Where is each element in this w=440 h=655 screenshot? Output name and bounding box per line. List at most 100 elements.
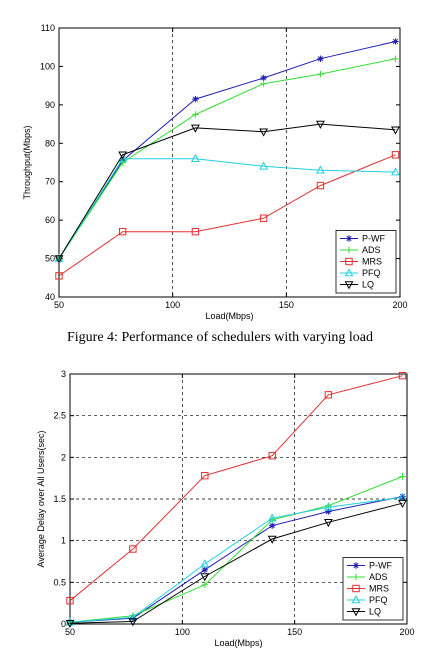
- chart0-point-ads-4: [317, 70, 324, 78]
- chart1-x-tick-label-50: 50: [65, 627, 75, 637]
- chart0-y-tick-label-80: 80: [45, 138, 55, 148]
- chart1-point-lq-2: [200, 573, 210, 582]
- chart0-legend-label-p-wf: P-WF: [362, 234, 385, 244]
- chart1-y-axis-label: Average Delay over All Users(sec): [36, 431, 46, 568]
- chart0-point-lq-3: [259, 128, 269, 137]
- chart0-y-tick-label-40: 40: [45, 292, 55, 302]
- chart0-point-pfq-2: [190, 153, 200, 162]
- chart1-point-p-wf-3: [269, 522, 276, 529]
- chart0-point-lq-2: [190, 124, 200, 133]
- chart1-series-line-ads: [70, 476, 403, 623]
- chart0-point-lq-1: [118, 151, 128, 160]
- chart0-legend-label-lq: LQ: [362, 280, 374, 290]
- chart1-point-lq-3: [267, 535, 277, 544]
- chart0-series-line-ads: [59, 58, 396, 259]
- chart0-point-mrs-0: [55, 272, 63, 280]
- chart1-point-mrs-4: [324, 391, 333, 399]
- delay-chart: 50 100 150 200 0 0.5 1 1.5 2 2.5 3 Load(Mbps) Averag…: [0, 362, 440, 655]
- chart1-point-lq-5: [398, 499, 407, 509]
- chart1-point-pfq-2: [200, 559, 210, 568]
- chart0-point-p-wf-3: [260, 74, 267, 82]
- chart0-x-tick-label-100: 100: [165, 300, 180, 310]
- chart0-plot-frame: [58, 27, 401, 298]
- chart1-point-pfq-4: [323, 502, 333, 511]
- delay-chart-svg: 50 100 150 200 0 0.5 1 1.5 2 2.5 3 Load(Mbps) Averag…: [36, 369, 415, 648]
- chart0-point-mrs-2: [191, 227, 200, 236]
- chart1-series-line-p-wf: [70, 496, 403, 623]
- chart0-legend-label-pfq: PFQ: [362, 268, 381, 278]
- chart1-point-ads-2: [201, 581, 208, 589]
- chart0-x-axis-label: Load(Mbps): [205, 311, 253, 321]
- chart1-y-tick-label-3: 3: [61, 369, 66, 379]
- chart1-point-mrs-0: [66, 596, 74, 605]
- chart1-y-tick-label-2: 2: [61, 452, 66, 462]
- chart1-legend-label-lq: LQ: [369, 607, 381, 617]
- chart0-point-ads-3: [260, 80, 267, 87]
- chart1-series-lq: [65, 499, 407, 629]
- chart1-x-tick-label-150: 150: [287, 627, 302, 637]
- throughput-chart: 50 100 150 200 40 50 60 70 80 90 100 110 Load(Mbps) T…: [0, 0, 440, 325]
- chart0-point-pfq-3: [259, 161, 269, 170]
- chart0-point-mrs-3: [259, 214, 268, 222]
- chart1-legend-marker-mrs: [352, 584, 360, 593]
- chart1-point-pfq-1: [128, 612, 138, 621]
- chart0-y-tick-label-60: 60: [45, 215, 55, 225]
- chart1-y-tick-label-2-5: 2.5: [53, 411, 66, 421]
- chart1-legend-label-ads: ADS: [369, 572, 388, 582]
- chart0-series-line-mrs: [59, 154, 396, 277]
- chart0-legend-label-mrs: MRS: [362, 257, 382, 267]
- chart0-point-lq-4: [315, 120, 325, 129]
- chart0-x-tick-label-200: 200: [392, 300, 407, 310]
- chart0-legend-marker-p-wf: [345, 235, 353, 242]
- chart1-series-line-mrs: [70, 375, 403, 602]
- chart1-series-line-lq: [70, 502, 403, 624]
- chart1-point-lq-1: [128, 618, 138, 627]
- chart0-point-lq-5: [391, 126, 400, 135]
- chart1-point-pfq-3: [267, 513, 277, 522]
- chart0-point-ads-5: [392, 55, 399, 62]
- chart0-legend-marker-lq: [344, 281, 354, 290]
- chart1-legend-label-pfq: PFQ: [369, 595, 388, 605]
- chart0-x-tick-label-150: 150: [279, 300, 294, 310]
- chart0-y-tick-label-110: 110: [41, 23, 55, 33]
- chart1-x-tick-label-100: 100: [175, 627, 190, 637]
- chart0-point-mrs-1: [118, 227, 127, 236]
- chart1-y-tick-label-1-5: 1.5: [53, 494, 66, 504]
- chart1-series-pfq: [65, 492, 407, 626]
- chart1-point-p-wf-2: [201, 566, 208, 574]
- chart1-point-p-wf-4: [325, 508, 332, 515]
- chart0-series-line-p-wf: [59, 41, 396, 259]
- chart0-point-mrs-5: [391, 151, 400, 159]
- chart0-x-tick-label-50: 50: [54, 300, 64, 310]
- chart1-legend-marker-lq: [351, 608, 361, 617]
- chart1-y-tick-label-0: 0: [61, 619, 66, 629]
- chart1-x-tick-label-200: 200: [399, 627, 414, 637]
- chart1-legend-marker-pfq: [351, 595, 361, 604]
- chart1-point-pfq-0: [65, 617, 75, 626]
- chart0-point-mrs-4: [316, 181, 325, 190]
- chart1-legend-marker-ads: [352, 573, 360, 581]
- chart0-series-lq: [54, 120, 400, 264]
- chart0-legend-marker-mrs: [345, 257, 353, 266]
- chart1-point-ads-5: [399, 473, 406, 480]
- chart1-series-mrs: [66, 371, 407, 605]
- chart1-point-mrs-5: [398, 371, 407, 380]
- chart0-y-tick-label-50: 50: [45, 254, 55, 264]
- chart0-y-tick-label-90: 90: [45, 100, 55, 110]
- chart1-point-lq-4: [323, 519, 333, 528]
- chart0-y-tick-label-100: 100: [40, 61, 55, 71]
- chart1-point-mrs-1: [129, 545, 137, 553]
- chart1-legend-marker-p-wf: [352, 562, 360, 569]
- chart0-y-axis-label: Throughput(Mbps): [22, 125, 32, 199]
- chart0-point-lq-0: [54, 255, 64, 264]
- chart1-legend-label-mrs: MRS: [369, 584, 389, 594]
- chart1-y-tick-label-0-5: 0.5: [53, 577, 66, 587]
- chart0-series-pfq: [54, 153, 400, 262]
- chart1-point-p-wf-5: [399, 493, 406, 500]
- chart0-point-pfq-4: [315, 165, 325, 174]
- chart0-grid: [172, 28, 287, 297]
- chart0-legend-marker-ads: [345, 246, 353, 254]
